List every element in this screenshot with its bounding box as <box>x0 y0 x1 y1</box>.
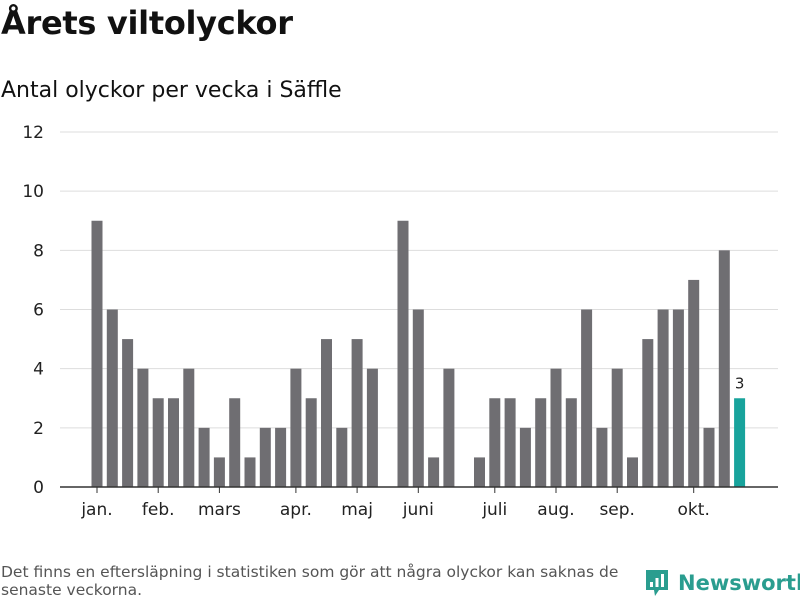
bar <box>688 279 700 487</box>
bar <box>412 309 424 487</box>
bar <box>137 368 149 487</box>
bar <box>489 398 501 487</box>
footnote: Det finns en eftersläpning i statistiken… <box>1 563 619 599</box>
bar <box>152 398 164 487</box>
bar <box>657 309 669 487</box>
newsworthy-chart-logo-icon <box>646 570 668 596</box>
brand-logo: Newsworthy <box>644 568 800 598</box>
bar <box>321 339 332 487</box>
bar <box>229 398 241 487</box>
bar <box>397 220 409 487</box>
bar <box>91 220 103 487</box>
y-tick-label: 0 <box>33 478 44 498</box>
brand-name: Newsworthy <box>678 571 800 595</box>
y-tick-label: 12 <box>22 123 44 143</box>
bar <box>443 368 455 487</box>
bar <box>703 427 715 487</box>
bar <box>581 309 593 487</box>
bar <box>290 368 302 487</box>
y-tick-label: 2 <box>33 419 44 439</box>
bar <box>550 368 562 487</box>
bar <box>106 309 118 487</box>
x-tick-label: maj <box>341 500 373 520</box>
bar <box>351 339 363 487</box>
chart-title: Årets viltolyckor <box>1 4 293 42</box>
x-tick-label: aug. <box>537 500 574 520</box>
bar <box>504 398 516 487</box>
bar <box>244 457 256 487</box>
chart-subtitle: Antal olyckor per vecka i Säffle <box>1 78 342 103</box>
y-tick-label: 4 <box>33 360 44 380</box>
x-tick-label: juli <box>481 500 507 520</box>
axes: 0 2 4 6 8 10 12 jan. feb. mars apr. maj juni juli aug.… <box>22 123 778 520</box>
bar <box>183 368 195 487</box>
y-tick-label: 6 <box>33 301 44 321</box>
bar <box>305 398 317 487</box>
x-tick-label: sep. <box>599 500 635 520</box>
bar <box>198 427 210 487</box>
bar <box>535 398 547 487</box>
x-tick-label: juni <box>402 500 434 520</box>
bar <box>122 339 134 487</box>
bar <box>565 398 577 487</box>
y-tick-label: 10 <box>22 182 44 202</box>
bar <box>596 427 608 487</box>
bar <box>366 368 378 487</box>
bar <box>474 457 485 487</box>
bar <box>259 427 271 487</box>
x-tick-label: apr. <box>280 500 312 520</box>
bar <box>275 427 287 487</box>
bar <box>718 250 730 487</box>
bar <box>611 368 623 487</box>
bar <box>627 457 638 487</box>
bar <box>519 427 531 487</box>
x-tick-label: mars <box>198 500 241 520</box>
x-tick-label: feb. <box>142 500 175 520</box>
bar <box>642 339 654 487</box>
bar-value-label: 3 <box>735 374 745 392</box>
bars: 3 <box>91 220 746 487</box>
bar <box>672 309 684 487</box>
x-tick-label: okt. <box>678 500 710 520</box>
y-tick-label: 8 <box>33 241 44 261</box>
bar <box>428 457 440 487</box>
bar <box>168 398 179 487</box>
bar-chart: 3 0 2 4 6 8 10 12 jan. feb. mars apr. maj juni juli au… <box>22 123 778 520</box>
bar <box>336 427 348 487</box>
bar-highlight <box>734 398 746 487</box>
bar <box>213 457 225 487</box>
x-tick-label: jan. <box>80 500 112 520</box>
